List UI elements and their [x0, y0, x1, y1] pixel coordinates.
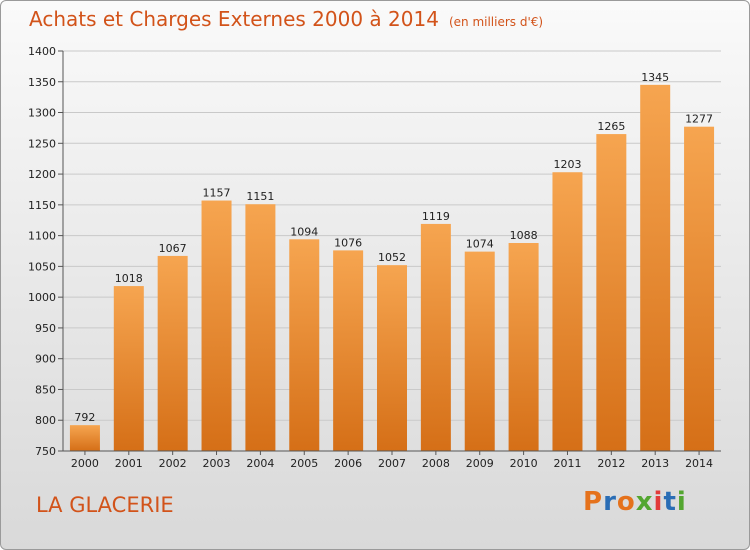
logo-letter: t	[663, 487, 677, 517]
y-tick-label: 1250	[28, 137, 56, 150]
bar-value-label: 1076	[334, 236, 362, 249]
axes	[58, 50, 721, 455]
x-tick-label: 2009	[466, 457, 494, 470]
bar-value-label: 1067	[159, 242, 187, 255]
y-tick-label: 1350	[28, 76, 56, 89]
y-tick-label: 1050	[28, 260, 56, 273]
logo-letter: o	[616, 487, 636, 517]
bar-value-label: 1203	[553, 158, 581, 171]
bar-value-label: 1277	[685, 113, 713, 126]
bar	[157, 255, 188, 451]
bar	[464, 251, 495, 451]
bar	[640, 84, 671, 451]
logo-letter: x	[635, 487, 654, 517]
bar	[684, 126, 715, 451]
x-tick-label: 2014	[685, 457, 713, 470]
y-tick-label: 1200	[28, 168, 56, 181]
bar	[377, 265, 407, 451]
y-tick-label: 1300	[28, 107, 56, 120]
bar-value-label: 1052	[378, 251, 406, 264]
x-tick-label: 2006	[334, 457, 362, 470]
x-tick-label: 2004	[246, 457, 274, 470]
y-tick-label: 950	[35, 322, 56, 335]
bar-value-label: 1018	[115, 272, 143, 285]
x-tick-label: 2008	[422, 457, 450, 470]
bar-value-label: 1094	[290, 225, 318, 238]
logo-letter: i	[653, 487, 664, 517]
bar-value-label: 1151	[246, 190, 274, 203]
x-tick-label: 2002	[159, 457, 187, 470]
bar-value-label: 1265	[597, 120, 625, 133]
tick-labels: 750 800 850 900 950 1000 1050 1100 1150 1200 1250 1…	[28, 45, 713, 470]
x-tick-label: 2000	[71, 457, 99, 470]
y-tick-label: 750	[35, 445, 56, 458]
bar	[596, 134, 627, 452]
bar	[289, 239, 320, 451]
x-tick-label: 2005	[290, 457, 318, 470]
x-tick-label: 2003	[203, 457, 231, 470]
logo-letter: P	[583, 487, 604, 517]
proxiti-logo[interactable]: Proxiti	[583, 487, 687, 517]
y-tick-label: 1000	[28, 291, 56, 304]
bar	[69, 425, 100, 451]
bar-value-label: 1119	[422, 210, 450, 223]
bar	[245, 204, 276, 451]
bar-value-label: 792	[74, 411, 95, 424]
bar-value-label: 1088	[510, 229, 538, 242]
logo-letter: r	[603, 487, 617, 517]
bar-value-label: 1345	[641, 71, 669, 84]
bar	[420, 223, 451, 451]
y-tick-label: 1100	[28, 230, 56, 243]
y-tick-label: 1400	[28, 45, 56, 58]
title-text: Achats et Charges Externes 2000 à 2014	[29, 7, 439, 31]
y-tick-label: 850	[35, 383, 56, 396]
x-tick-label: 2001	[115, 457, 143, 470]
bar	[552, 172, 583, 451]
y-tick-label: 1150	[28, 199, 56, 212]
y-tick-label: 900	[35, 353, 56, 366]
x-tick-label: 2010	[510, 457, 538, 470]
unit-note: (en milliers d'€)	[448, 15, 544, 29]
bar	[201, 200, 232, 451]
x-tick-label: 2007	[378, 457, 406, 470]
bar-value-label: 1157	[203, 187, 231, 200]
logo-letter: i	[676, 487, 687, 517]
x-tick-label: 2013	[641, 457, 669, 470]
bar	[113, 286, 144, 451]
commune-name: LA GLACERIE	[36, 493, 174, 517]
bar	[333, 250, 364, 451]
y-tick-label: 800	[35, 414, 56, 427]
bars	[69, 84, 715, 452]
bar	[508, 243, 539, 451]
bar-value-label: 1074	[466, 238, 494, 251]
chart-title: Achats et Charges Externes 2000 à 2014 (e…	[29, 7, 543, 31]
x-tick-label: 2012	[597, 457, 625, 470]
x-tick-label: 2011	[553, 457, 581, 470]
